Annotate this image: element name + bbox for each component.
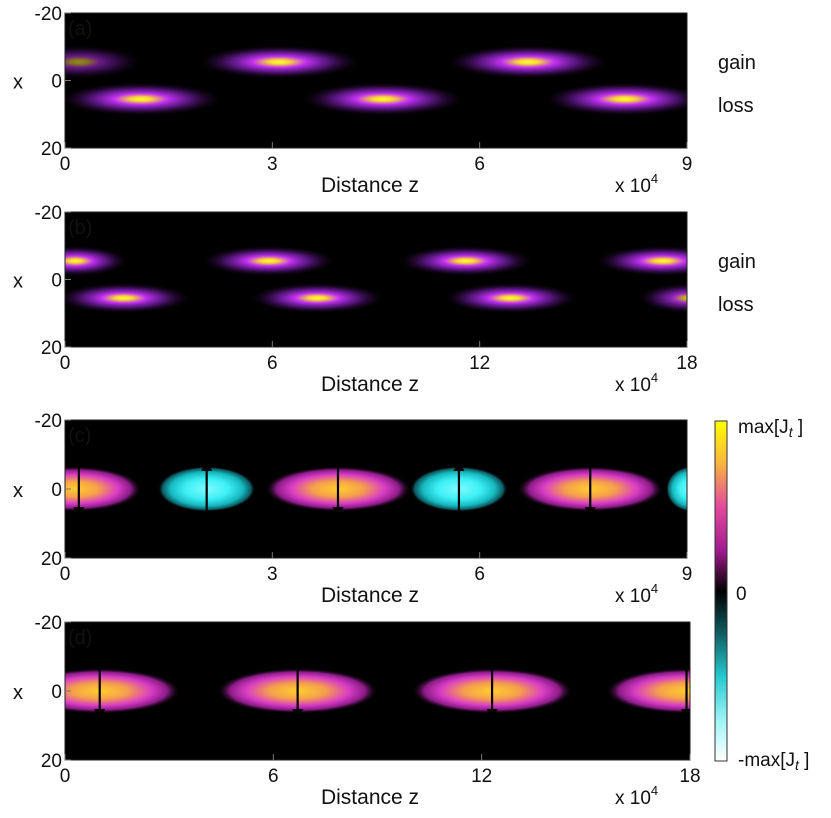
x-axis-label: Distance z	[321, 584, 419, 607]
y-axis-label: x	[13, 480, 23, 502]
colorbar-bottom-label: -max[Jt ]	[738, 750, 809, 773]
colorbar-top-label: max[Jt ]	[738, 417, 803, 440]
y-tick-label: 20	[41, 139, 62, 160]
intensity-spot	[303, 82, 463, 116]
positive-current-region	[65, 466, 142, 512]
gain-label: gain	[718, 251, 756, 273]
x-tick-label: 0	[60, 564, 71, 585]
x-tick-label: 0	[60, 353, 71, 374]
y-axis-label: x	[13, 271, 23, 293]
intensity-spot	[65, 246, 128, 276]
y-tick-label: -20	[35, 4, 62, 25]
x-tick-label: 0	[60, 766, 71, 787]
y-tick-label: 20	[41, 338, 62, 359]
x-axis-exponent: x 104	[615, 581, 658, 607]
x-tick-label: 6	[267, 353, 278, 374]
y-axis-label: x	[13, 682, 23, 704]
x-axis-label: Distance z	[321, 174, 419, 197]
panel-label: (a)	[68, 18, 92, 40]
x-axis-exponent: x 104	[615, 783, 658, 809]
x-tick-label: 9	[682, 154, 693, 175]
x-tick-label: 9	[682, 564, 693, 585]
intensity-spot	[203, 246, 335, 276]
x-tick-label: 0	[60, 154, 71, 175]
y-tick-label: 0	[51, 480, 62, 501]
y-tick-label: 0	[51, 271, 62, 292]
x-axis-label: Distance z	[321, 786, 419, 809]
loss-label: loss	[718, 95, 754, 117]
intensity-spot	[638, 283, 687, 313]
x-axis-exponent: x 104	[615, 370, 658, 396]
colorbar-gradient	[714, 420, 728, 762]
panel-label: (c)	[68, 425, 91, 447]
intensity-spot	[400, 246, 532, 276]
intensity-spot	[65, 283, 190, 313]
gain-label: gain	[718, 52, 756, 74]
negative-current-region	[666, 466, 687, 512]
panel-label: (d)	[68, 627, 92, 649]
intensity-spot	[199, 45, 359, 79]
x-tick-label: 18	[676, 353, 697, 374]
positive-current-region	[65, 668, 180, 714]
intensity-spot	[545, 82, 687, 116]
x-tick-label: 12	[469, 353, 490, 374]
heatmap-background	[65, 212, 687, 347]
y-tick-label: 0	[51, 682, 62, 703]
x-tick-label: 3	[267, 564, 278, 585]
x-tick-label: 6	[474, 154, 485, 175]
x-axis-exponent: x 104	[615, 171, 658, 197]
colorbar: max[Jt ] 0 -max[Jt ]	[714, 417, 809, 773]
x-tick-label: 18	[679, 766, 700, 787]
panel-label: (b)	[68, 217, 92, 239]
loss-label: loss	[718, 294, 754, 316]
y-tick-label: -20	[35, 203, 62, 224]
intensity-spot	[65, 82, 221, 116]
x-tick-label: 3	[267, 154, 278, 175]
x-tick-label: 6	[474, 564, 485, 585]
y-axis-label: x	[13, 72, 23, 94]
intensity-spot	[251, 283, 383, 313]
y-tick-label: 20	[41, 751, 62, 772]
heatmap-background	[65, 13, 687, 148]
x-axis-label: Distance z	[321, 373, 419, 396]
x-tick-label: 6	[268, 766, 279, 787]
positive-current-region	[606, 668, 690, 714]
intensity-spot	[65, 45, 142, 79]
x-tick-label: 12	[471, 766, 492, 787]
y-tick-label: 0	[51, 72, 62, 93]
colorbar-mid-label: 0	[736, 584, 747, 605]
intensity-spot	[448, 45, 608, 79]
y-tick-label: -20	[35, 613, 62, 634]
intensity-spot	[597, 246, 687, 276]
intensity-spot	[445, 283, 577, 313]
y-tick-label: 20	[41, 549, 62, 570]
y-tick-label: -20	[35, 411, 62, 432]
